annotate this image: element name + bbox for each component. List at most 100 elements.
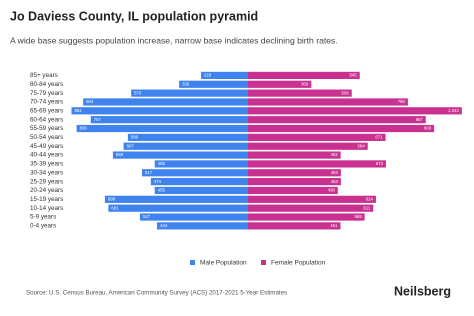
- brand: Neilsberg: [394, 284, 451, 298]
- bar: [248, 160, 386, 168]
- bar: [112, 151, 248, 159]
- value-label: 698: [108, 196, 116, 201]
- value-label: 908: [424, 126, 432, 131]
- bar: [154, 160, 248, 168]
- y-tick-label: 50-54 years: [30, 134, 63, 141]
- value-label: 438: [328, 188, 336, 193]
- y-tick-label: 10-14 years: [30, 205, 63, 212]
- y-tick-label: 45-49 years: [30, 143, 63, 150]
- value-label: 673: [376, 161, 384, 166]
- value-label: 681: [111, 205, 119, 210]
- value-label: 611: [363, 205, 370, 210]
- bar: [248, 186, 338, 195]
- value-label: 527: [143, 214, 151, 219]
- y-tick-label: 20-24 years: [30, 187, 63, 194]
- bar: [156, 222, 248, 230]
- value-label: 455: [158, 188, 166, 193]
- bar: [248, 133, 386, 141]
- bar: [248, 169, 341, 177]
- y-tick-label: 30-34 years: [30, 169, 63, 176]
- value-label: 1,043: [448, 108, 459, 113]
- value-label: 453: [331, 170, 339, 175]
- value-label: 836: [80, 126, 88, 131]
- bar: [123, 142, 248, 150]
- bar: [248, 142, 368, 150]
- bar: [90, 116, 248, 124]
- source: Source: U.S. Census Bureau, American Com…: [26, 290, 287, 297]
- bar: [248, 222, 341, 230]
- value-label: 767: [94, 117, 102, 122]
- value-label: 671: [375, 135, 383, 140]
- bar: [108, 204, 249, 212]
- bar: [248, 178, 341, 186]
- value-label: 584: [358, 143, 366, 148]
- chart-title: Jo Daviess County, IL population pyramid: [10, 9, 258, 23]
- y-tick-label: 5-9 years: [30, 214, 56, 221]
- bar: [248, 71, 360, 80]
- bar: [131, 89, 248, 97]
- bar: [127, 133, 248, 141]
- bar: [248, 213, 365, 221]
- value-label: 444: [160, 223, 168, 228]
- y-tick-label: 40-44 years: [30, 152, 63, 159]
- value-label: 780: [398, 99, 406, 104]
- bar: [248, 116, 426, 124]
- y-tick-label: 75-79 years: [30, 90, 63, 97]
- bar: [150, 178, 248, 186]
- bar: [248, 151, 341, 159]
- value-label: 607: [127, 143, 135, 148]
- value-label: 517: [145, 170, 153, 175]
- y-tick-label: 80-84 years: [30, 81, 63, 88]
- value-label: 861: [74, 108, 82, 113]
- value-label: 453: [331, 179, 339, 184]
- y-tick-label: 70-74 years: [30, 99, 63, 106]
- value-label: 867: [416, 117, 424, 122]
- value-label: 451: [330, 223, 338, 228]
- value-label: 804: [86, 99, 94, 104]
- value-label: 452: [330, 152, 338, 157]
- bar: [154, 186, 248, 195]
- legend-swatch: [261, 260, 266, 265]
- bar: [83, 98, 249, 106]
- value-label: 545: [350, 73, 358, 78]
- value-label: 336: [182, 81, 190, 86]
- chart-subtitle: A wide base suggests population increase…: [10, 35, 338, 45]
- value-label: 624: [366, 196, 374, 201]
- y-tick-label: 65-69 years: [30, 107, 63, 114]
- value-label: 569: [354, 214, 362, 219]
- value-label: 309: [301, 81, 309, 86]
- legend-swatch: [190, 260, 195, 265]
- value-label: 506: [342, 90, 350, 95]
- value-label: 570: [134, 90, 142, 95]
- bar: [248, 89, 352, 97]
- y-tick-label: 0-4 years: [30, 223, 56, 230]
- y-tick-label: 35-39 years: [30, 161, 63, 168]
- bar: [104, 195, 248, 203]
- bar: [248, 107, 462, 115]
- y-tick-label: 55-59 years: [30, 125, 63, 132]
- y-tick-label: 60-64 years: [30, 116, 63, 123]
- bar: [248, 204, 374, 212]
- bar: [248, 124, 435, 133]
- legend-label: Female Population: [271, 260, 326, 267]
- value-label: 455: [158, 161, 166, 166]
- bar: [201, 71, 248, 80]
- value-label: 586: [131, 135, 139, 140]
- bar: [142, 169, 248, 177]
- bar: [76, 124, 249, 133]
- bar: [248, 195, 376, 203]
- bar: [179, 80, 248, 88]
- bar: [139, 213, 248, 221]
- y-tick-label: 85+ years: [30, 72, 58, 79]
- bar: [248, 98, 408, 106]
- value-label: 474: [154, 179, 162, 184]
- bar: [71, 107, 249, 115]
- value-label: 659: [116, 152, 124, 157]
- legend-label: Male Population: [200, 260, 247, 267]
- bar: [248, 80, 312, 88]
- y-tick-label: 15-19 years: [30, 196, 63, 203]
- y-tick-label: 25-29 years: [30, 178, 63, 185]
- value-label: 229: [204, 73, 212, 78]
